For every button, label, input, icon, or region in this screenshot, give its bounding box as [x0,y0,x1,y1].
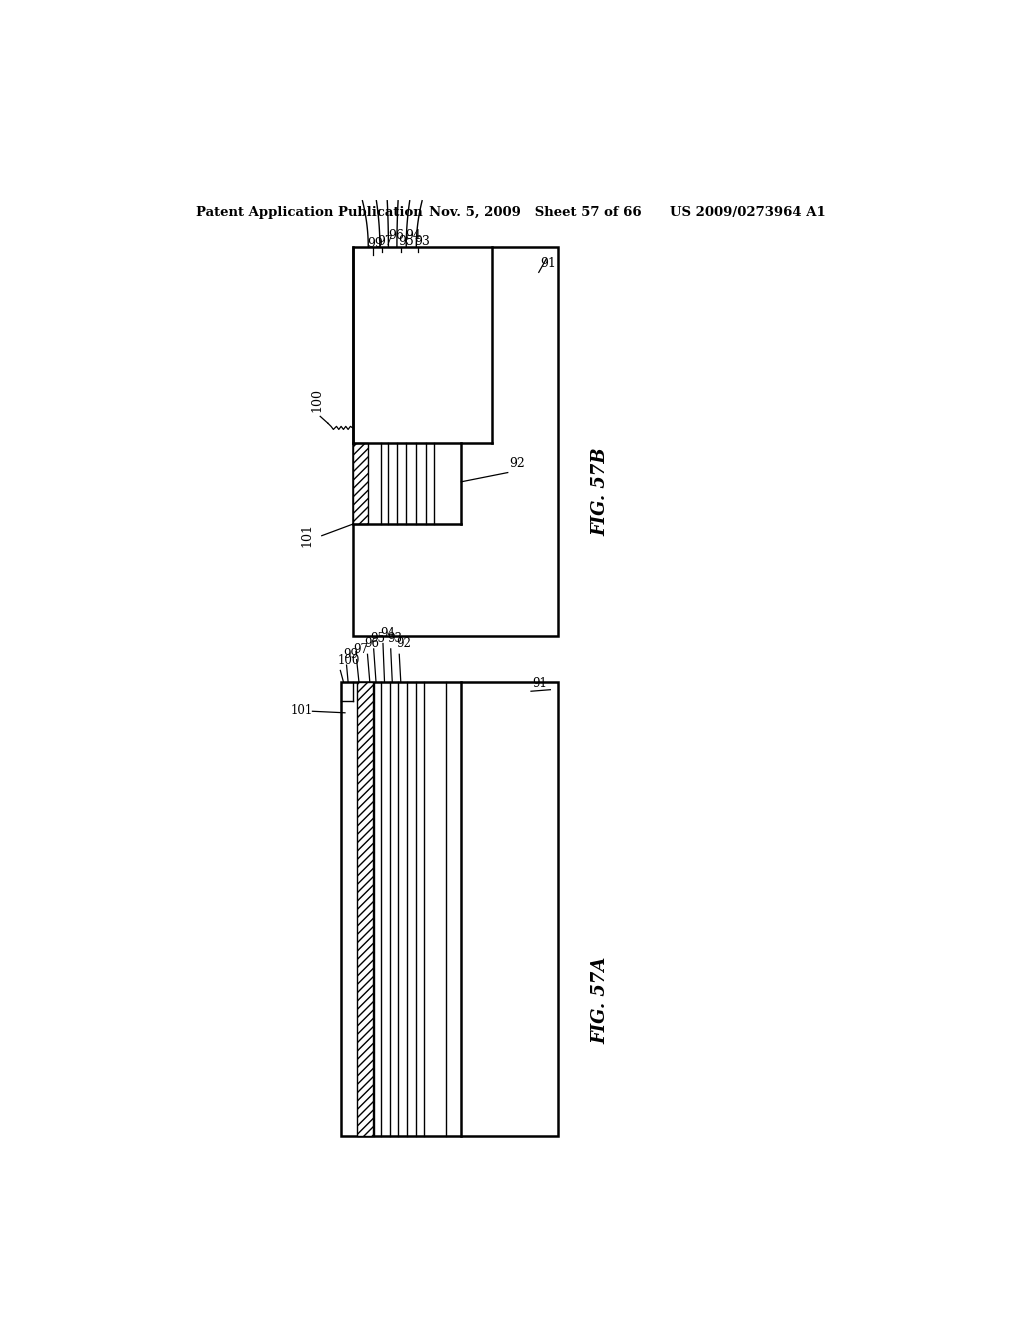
Text: 101: 101 [291,704,313,717]
Text: FIG. 57B: FIG. 57B [592,447,609,536]
Text: Nov. 5, 2009   Sheet 57 of 66: Nov. 5, 2009 Sheet 57 of 66 [429,206,641,219]
Text: 96: 96 [365,638,379,651]
Text: 95: 95 [398,235,415,248]
Text: 100: 100 [337,653,359,667]
Text: 97: 97 [353,643,369,656]
Text: 101: 101 [300,523,313,548]
Text: 93: 93 [414,235,430,248]
Bar [352,444,369,524]
Text: 92: 92 [396,638,411,651]
Text: 97: 97 [377,235,392,248]
Text: 91: 91 [541,257,556,271]
Text: 92: 92 [509,457,525,470]
Text: 91: 91 [532,677,548,689]
Text: 96: 96 [388,230,404,243]
Text: 95: 95 [371,632,386,645]
Text: FIG. 57A: FIG. 57A [592,957,609,1044]
Text: US 2009/0273964 A1: US 2009/0273964 A1 [671,206,826,219]
Text: 99: 99 [343,648,358,661]
Text: Patent Application Publication: Patent Application Publication [197,206,423,219]
Bar [352,247,558,636]
Text: 94: 94 [406,230,421,243]
Text: 94: 94 [380,627,395,640]
Text: 99: 99 [368,238,383,249]
Bar [341,682,558,1137]
Text: 100: 100 [310,388,324,412]
Bar [356,682,373,1137]
Text: 93: 93 [388,632,402,645]
